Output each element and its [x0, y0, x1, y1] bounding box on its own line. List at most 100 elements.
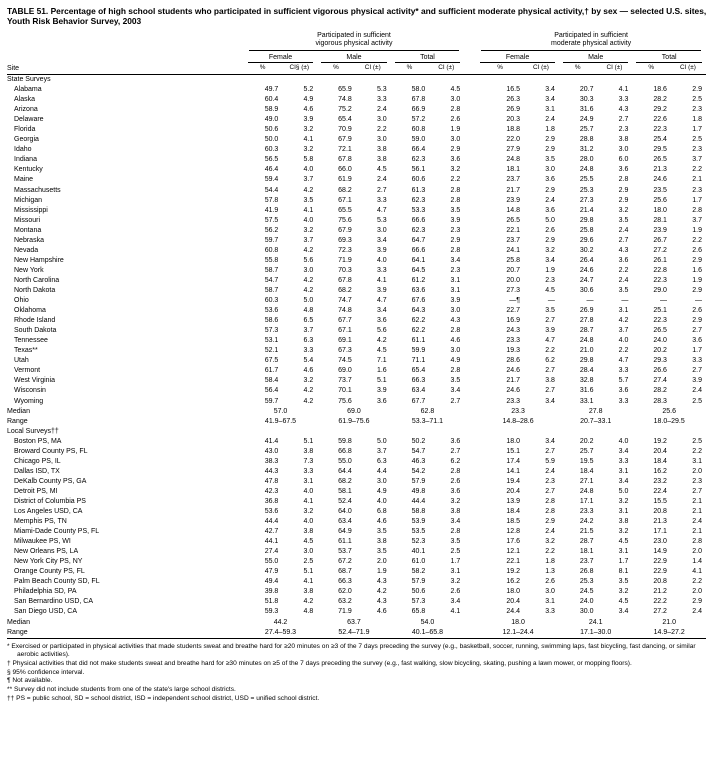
ci-value: 3.0 [450, 136, 461, 144]
ci-value: 3.2 [303, 508, 314, 516]
pct-value: 16.2 [506, 578, 520, 586]
pct-value: 64.0 [338, 508, 352, 516]
table-row: New York City PS, NY 55.0 2.5 67.2 2.0 61.0 1.… [7, 557, 706, 567]
pct-value: 75.6 [338, 397, 352, 405]
footnote: † Physical activities that did not make … [7, 660, 632, 668]
pct-value: 53.1 [264, 337, 279, 345]
pct-value: 28.0 [579, 156, 594, 164]
pct-value: 43.0 [264, 447, 279, 455]
pct-value: 24.8 [579, 337, 594, 345]
pct-value: 56.2 [264, 226, 279, 234]
ci-value: 4.9 [376, 487, 387, 495]
ci-value: 2.2 [618, 266, 629, 274]
site-name: Vermont [14, 367, 41, 375]
pct-value: —¶ [509, 297, 520, 305]
site-name: Arizona [14, 106, 38, 114]
table-row: Florida 50.6 3.2 70.9 2.2 60.8 1.9 18.8 1.8 25.7 2… [7, 125, 706, 135]
ci-value: 2.6 [450, 116, 461, 124]
ci-value: 2.3 [450, 226, 461, 234]
pct-value: 59.7 [264, 397, 279, 405]
site-name: Missouri [14, 216, 41, 224]
table-row: Detroit PS, MI 42.3 4.0 58.1 4.9 49.8 3.6 20.4 2… [7, 487, 706, 497]
pct-value: 25.1 [653, 307, 667, 315]
pct-value: 61.3 [411, 186, 426, 194]
ci-value: 3.8 [545, 377, 555, 385]
pct-value: 42.3 [264, 487, 279, 495]
ci-header: CI (±) [596, 63, 633, 76]
pct-value: 18.1 [506, 166, 520, 174]
ci-value: 5.9 [545, 457, 555, 465]
site-name: Texas** [14, 347, 38, 355]
pct-value: 23.0 [653, 538, 667, 546]
ci-value: 4.0 [303, 216, 314, 224]
pct-value: 61.1 [338, 538, 352, 546]
pct-value: 59.4 [264, 176, 279, 184]
site-name: New Orleans PS, LA [14, 548, 79, 556]
pct-value: 19.4 [506, 477, 520, 485]
table-row: Memphis PS, TN 44.4 4.0 63.4 4.6 53.9 3.4 18.5 2… [7, 517, 706, 527]
site-name: Idaho [14, 146, 32, 154]
ci-value: 4.2 [303, 598, 314, 606]
ci-value: 3.5 [618, 216, 629, 224]
site-name: Orange County PS, FL [14, 568, 85, 576]
ci-value: 3.9 [376, 246, 387, 254]
moderate-group-label: Participated in sufficient moderate phys… [551, 31, 632, 48]
total-header-vigorous: Total [391, 51, 465, 64]
table-row: Nebraska 59.7 3.7 69.3 3.4 64.7 2.9 23.7 2.9 29.6… [7, 236, 706, 246]
ci-value: 2.2 [692, 447, 702, 455]
ci-value: 4.9 [303, 96, 314, 104]
table-row: Idaho 60.3 3.2 72.1 3.8 66.4 2.9 27.9 2.9 31.2 3.0… [7, 145, 706, 155]
pct-value: 24.2 [579, 518, 594, 526]
pct-value: 50.6 [411, 588, 426, 596]
pct-value: 22.8 [653, 266, 667, 274]
ci-value: 3.2 [303, 377, 314, 385]
ci-value: 3.3 [303, 347, 314, 355]
summary-value: 14.9–27.2 [653, 628, 685, 636]
ci-value: 4.0 [303, 487, 314, 495]
ci-value: 3.8 [303, 588, 314, 596]
pct-value: 44.4 [411, 497, 426, 505]
ci-value: 3.4 [545, 86, 555, 94]
table-row: Georgia 50.0 4.1 67.9 3.0 59.0 3.0 22.0 2.9 28.8 3… [7, 135, 706, 145]
ci-value: 1.9 [545, 266, 555, 274]
pct-value: 69.3 [338, 236, 352, 244]
pct-value: 33.1 [579, 397, 594, 405]
table-row: Maine 59.4 3.7 61.9 2.4 60.6 2.2 23.7 3.6 25.5 2.8… [7, 175, 706, 185]
ci-value: 3.5 [618, 286, 629, 294]
ci-value: 5.4 [303, 357, 314, 365]
ci-value: 2.4 [692, 608, 702, 616]
pct-value: 66.3 [338, 578, 352, 586]
summary-value: 18.0 [511, 618, 525, 626]
ci-value: 4.2 [376, 588, 387, 596]
section-label: State Surveys [7, 76, 51, 83]
pct-value: 57.2 [411, 116, 426, 124]
ci-value: 5.0 [303, 297, 314, 305]
ci-value: 4.2 [376, 337, 387, 345]
pct-value: 65.5 [338, 206, 352, 214]
pct-value: 75.2 [338, 106, 352, 114]
ci-value: 2.0 [692, 548, 702, 556]
pct-value: — [659, 297, 667, 305]
ci-value: 3.1 [618, 307, 629, 315]
ci-value: 2.3 [692, 477, 702, 485]
table-row: Utah 67.5 5.4 74.5 7.1 71.1 4.9 28.6 6.2 29.8 4.7 2… [7, 356, 706, 366]
ci-value: 3.4 [545, 96, 555, 104]
ci-value: 2.8 [450, 327, 461, 335]
table-row: Delaware 49.0 3.9 65.4 3.0 57.2 2.6 20.3 2.4 24.9… [7, 115, 706, 125]
pct-value: 58.7 [264, 266, 279, 274]
pct-value: 67.3 [338, 347, 352, 355]
ci-value: 3.4 [618, 477, 629, 485]
pct-value: 26.6 [653, 367, 667, 375]
ci-value: 1.3 [545, 568, 555, 576]
pct-value: 18.4 [579, 467, 594, 475]
ci-value: 4.0 [376, 497, 387, 505]
pct-value: 27.3 [506, 286, 520, 294]
pct-value: 53.3 [411, 206, 426, 214]
ci-value: 3.4 [450, 598, 461, 606]
table-row: Texas** 52.1 3.3 67.3 4.5 59.9 3.0 19.3 2.2 21.0 2… [7, 346, 706, 356]
table-row: Arizona 58.9 4.6 75.2 2.4 66.9 2.8 26.9 3.1 31.6 4… [7, 105, 706, 115]
pct-value: 21.3 [653, 518, 667, 526]
pct-value: 12.8 [506, 528, 520, 536]
pct-value: 25.8 [579, 226, 594, 234]
